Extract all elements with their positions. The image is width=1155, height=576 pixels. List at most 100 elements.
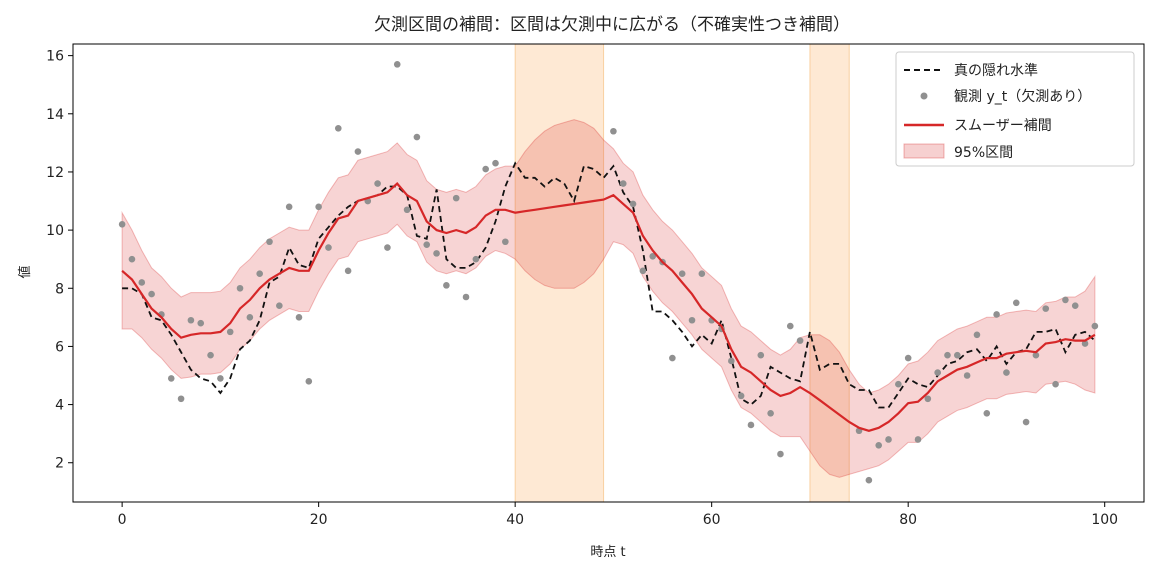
- observation-point: [502, 238, 509, 246]
- observation-point: [777, 450, 784, 458]
- x-tick-label: 20: [310, 512, 328, 528]
- observation-point: [266, 238, 273, 246]
- y-axis: 2 4 6 8 10 12 14 16: [46, 49, 73, 472]
- y-tick-label: 8: [55, 281, 64, 297]
- observation-point: [325, 244, 332, 251]
- observation-point: [954, 351, 961, 359]
- confidence-band: [121, 119, 1096, 478]
- observation-point: [452, 194, 460, 202]
- observation-point: [629, 200, 637, 208]
- observation-point: [688, 316, 696, 324]
- observation-point: [639, 267, 647, 275]
- observation-point: [315, 203, 322, 211]
- x-tick-label: 60: [703, 512, 721, 528]
- observation-point: [944, 351, 951, 359]
- observation-point: [1081, 340, 1089, 347]
- observation-point: [423, 241, 431, 248]
- observation-point: [767, 410, 774, 417]
- observation-point: [305, 378, 313, 385]
- y-tick-label: 16: [46, 49, 64, 65]
- observation-point: [1042, 305, 1050, 312]
- chart-title: 欠測区間の補間：区間は欠測中に広がる（不確実性つき補間）: [374, 15, 850, 35]
- smoother-line: [121, 182, 1096, 432]
- observation-point: [384, 244, 391, 251]
- observation-point: [472, 255, 480, 263]
- observation-point: [118, 220, 126, 228]
- legend: 真の隠れ水準 観測 y_t（欠測あり） スムーザー補間 95%区間: [895, 51, 1135, 167]
- observation-point: [698, 270, 706, 278]
- observation-point: [354, 148, 362, 155]
- observation-point: [217, 375, 224, 382]
- observation-point: [374, 180, 381, 187]
- observation-point: [757, 351, 765, 359]
- observation-point: [1032, 351, 1040, 359]
- observation-point: [747, 421, 755, 429]
- missing-interval-1: [514, 43, 605, 503]
- observation-point: [1003, 369, 1010, 376]
- y-tick-label: 14: [46, 107, 64, 123]
- observation-point: [177, 395, 185, 403]
- observation-point: [167, 375, 175, 382]
- true-level-line: [122, 161, 1096, 409]
- observation-point: [993, 311, 1000, 318]
- observation-point: [875, 441, 883, 449]
- observation-point: [285, 203, 293, 211]
- observation-point: [924, 395, 932, 403]
- legend-smoother-label: スムーザー補間: [954, 118, 1052, 134]
- observation-point: [256, 270, 263, 278]
- observation-point: [462, 293, 470, 301]
- observation-point: [1091, 322, 1099, 330]
- observation-point: [443, 282, 450, 289]
- observation-point: [393, 61, 401, 68]
- legend-box: [895, 51, 1135, 167]
- observation-point: [344, 267, 352, 275]
- observation-point: [1022, 418, 1030, 426]
- observation-point: [728, 357, 735, 365]
- x-tick-label: 0: [118, 512, 127, 528]
- observation-point: [482, 165, 489, 173]
- observation-point: [207, 351, 214, 359]
- x-tick-label: 100: [1091, 512, 1118, 528]
- observation-point: [1062, 296, 1069, 304]
- y-tick-label: 4: [55, 398, 64, 414]
- y-tick-label: 6: [55, 339, 64, 355]
- observation-point: [904, 354, 912, 362]
- observation-point: [796, 337, 804, 344]
- smoother-layer: [121, 182, 1096, 432]
- true-level-layer: [122, 161, 1096, 409]
- legend-band-label: 95%区間: [954, 145, 1013, 161]
- x-tick-label: 80: [899, 512, 917, 528]
- observation-point: [276, 302, 283, 310]
- y-tick-label: 10: [46, 223, 64, 239]
- observation-point: [885, 436, 892, 443]
- observation-point: [128, 255, 136, 263]
- observation-point: [934, 369, 941, 376]
- observation-point: [983, 410, 991, 417]
- observation-point: [1012, 299, 1020, 307]
- observation-point: [786, 322, 794, 330]
- observation-point: [610, 127, 617, 135]
- observation-point: [236, 284, 244, 292]
- observation-point: [187, 316, 195, 324]
- observation-point: [973, 331, 981, 339]
- observation-point: [865, 476, 873, 484]
- x-axis: 0 20 40 60 80 100: [118, 502, 1118, 528]
- legend-observed-label: 観測 y_t（欠測あり）: [954, 88, 1091, 105]
- x-tick-label: 40: [506, 512, 524, 528]
- legend-band-swatch: [903, 143, 945, 159]
- y-tick-label: 12: [46, 165, 64, 181]
- y-axis-label: 値: [17, 265, 33, 278]
- observation-point: [413, 133, 421, 141]
- observation-point: [1052, 380, 1059, 388]
- observation-point: [619, 180, 627, 187]
- observation-point: [1071, 302, 1079, 310]
- observation-point: [246, 314, 254, 321]
- x-axis-label: 時点 t: [590, 545, 625, 560]
- observation-point: [737, 392, 745, 400]
- observation-point: [148, 290, 155, 298]
- observation-point: [334, 125, 342, 132]
- legend-truth-label: 真の隠れ水準: [954, 63, 1038, 79]
- observation-point: [138, 279, 146, 286]
- observation-point: [433, 250, 440, 257]
